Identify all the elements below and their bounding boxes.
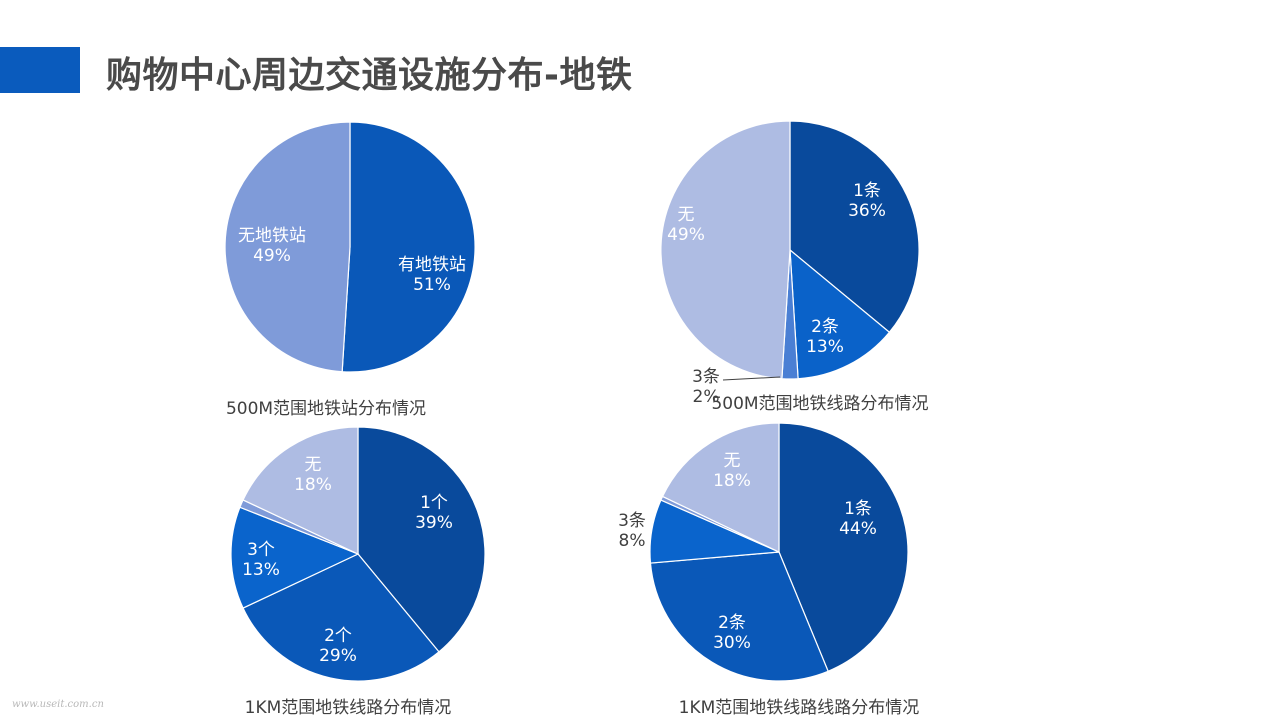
- slice-label-3-3: 3个: [247, 540, 275, 560]
- slice-label-3-1: 1个: [420, 493, 448, 513]
- pie-slice-2-4: [660, 120, 791, 380]
- slice-label-2-1: 1条: [853, 181, 881, 201]
- pie-slice-4-5: [661, 422, 780, 553]
- pie-slice-3-5: [242, 426, 359, 555]
- pie-slice-1-1: [341, 121, 476, 373]
- slice-value-3-2: 29%: [319, 646, 357, 666]
- slice-value-2-4: 49%: [667, 225, 705, 245]
- slice-value-4-5: 18%: [713, 471, 751, 491]
- slice-label-4-2: 2条: [718, 613, 746, 633]
- pie-slice-4-1: [778, 422, 909, 673]
- chart-caption-3: 1KM范围地铁线路分布情况: [244, 698, 452, 718]
- slice-value-4-2: 30%: [713, 633, 751, 653]
- slice-value-3-1: 39%: [415, 513, 453, 533]
- pie-slice-2-1: [789, 120, 920, 334]
- watermark: www.useit.com.cn: [12, 699, 104, 710]
- slice-label-3-5: 无: [305, 455, 322, 475]
- slice-value-2-3: 2%: [693, 387, 720, 407]
- pie-slice-1-2: [224, 121, 351, 373]
- slice-label-4-3: 3条: [618, 511, 646, 531]
- slice-value-1-1: 51%: [413, 275, 451, 295]
- slice-label-4-5: 无: [724, 451, 741, 471]
- slice-label-2-4: 无: [678, 205, 695, 225]
- chart-caption-1: 500M范围地铁站分布情况: [225, 399, 427, 419]
- slice-value-2-1: 36%: [848, 201, 886, 221]
- leader-line-2-3: [722, 376, 781, 381]
- slice-label-3-2: 2个: [324, 626, 352, 646]
- slice-value-1-2: 49%: [253, 246, 291, 266]
- slice-label-4-1: 1条: [844, 499, 872, 519]
- slice-value-2-2: 13%: [806, 337, 844, 357]
- chart-caption-2: 500M范围地铁线路分布情况: [711, 394, 929, 414]
- title-accent-bar: [0, 47, 80, 93]
- pie-slice-4-2: [649, 551, 829, 682]
- slice-label-1-2: 无地铁站: [238, 226, 306, 246]
- slice-value-4-1: 44%: [839, 519, 877, 539]
- chart-caption-4: 1KM范围地铁线路线路分布情况: [678, 698, 920, 718]
- pie-slice-2-2: [789, 248, 891, 380]
- slice-label-2-2: 2条: [811, 317, 839, 337]
- slice-label-1-1: 有地铁站: [398, 255, 466, 275]
- slice-value-3-5: 18%: [294, 475, 332, 495]
- page-title: 购物中心周边交通设施分布-地铁: [106, 55, 633, 96]
- pie-slice-3-1: [357, 426, 486, 653]
- slice-value-3-3: 13%: [242, 560, 280, 580]
- pie-slice-3-3: [230, 506, 360, 609]
- slice-value-4-3: 8%: [619, 531, 646, 551]
- slice-label-2-3: 3条: [692, 367, 720, 387]
- pie-slice-3-2: [242, 553, 440, 682]
